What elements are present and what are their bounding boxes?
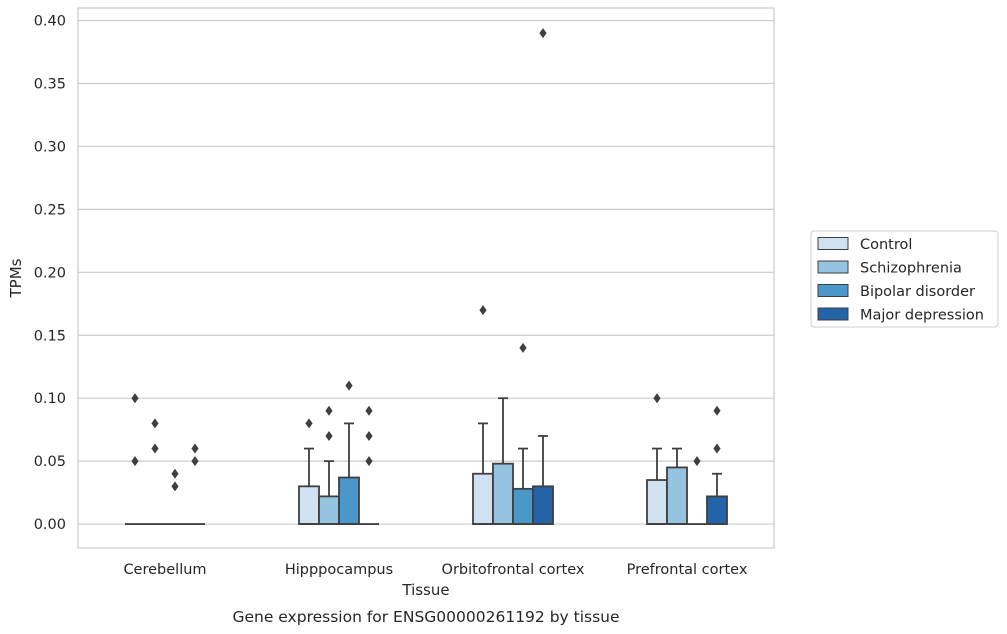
x-axis-ticks: Cerebellum Hipppocampus Orbitofrontal cort… (123, 562, 747, 578)
box-0-2 (165, 468, 185, 525)
y-tick-label: 0.05 (34, 454, 66, 470)
outlier-point (305, 418, 313, 429)
box (532, 485, 554, 525)
plot-area-frame (77, 7, 775, 549)
box-2-2 (512, 342, 534, 525)
x-axis-label: Tissue (401, 581, 449, 599)
box-1-1 (318, 405, 340, 525)
outlier-point (131, 393, 139, 404)
legend-swatch (817, 237, 849, 250)
outlier-point (365, 430, 373, 441)
y-tick-label: 0.10 (34, 391, 66, 407)
box-0-1 (145, 418, 165, 525)
outlier-point (539, 28, 547, 39)
box-1-0 (298, 418, 320, 525)
y-tick-label: 0.35 (34, 77, 66, 93)
box-1-3 (359, 405, 379, 525)
box (318, 495, 340, 525)
outlier-point (151, 418, 159, 429)
x-tick-label: Cerebellum (123, 562, 206, 578)
box (646, 479, 668, 525)
y-axis-label: TPMs (7, 258, 25, 298)
outlier-point (345, 380, 353, 391)
outlier-point (131, 456, 139, 467)
chart-title: Gene expression for ENSG00000261192 by t… (232, 608, 619, 626)
legend-swatch (817, 260, 849, 274)
y-tick-label: 0.40 (34, 14, 66, 30)
y-gridlines (78, 19, 774, 525)
x-tick-label: Prefrontal cortex (627, 562, 748, 578)
legend-label: Control (860, 237, 912, 253)
outlier-point (365, 405, 373, 416)
legend-frame (810, 230, 999, 328)
y-axis-ticks: 0.00 0.05 0.10 0.15 0.20 0.25 0.30 0.35 0.40 (34, 14, 66, 533)
box (512, 487, 534, 525)
legend: Control Schizophrenia Bipolar disorder Majo… (810, 230, 999, 328)
box-3-0 (646, 393, 668, 525)
outlier-point (191, 456, 199, 467)
y-tick-label: 0.30 (34, 139, 66, 155)
legend-label: Schizophrenia (860, 261, 962, 277)
x-tick-label: Hipppocampus (285, 562, 393, 578)
outlier-point (713, 443, 721, 454)
box (472, 472, 494, 525)
box-3-3 (706, 405, 728, 525)
outlier-point (519, 342, 527, 353)
legend-swatch (817, 284, 849, 297)
box-2-0 (472, 305, 494, 525)
box-0-3 (185, 443, 205, 525)
box-2-1 (492, 397, 514, 525)
legend-label: Bipolar disorder (860, 284, 975, 300)
legend-swatch (817, 307, 849, 321)
box (298, 485, 320, 525)
y-tick-label: 0.00 (34, 517, 66, 533)
y-tick-label: 0.20 (34, 265, 66, 281)
box (666, 466, 688, 525)
outlier-point (713, 405, 721, 416)
box (706, 495, 728, 525)
box-3-1 (666, 447, 688, 525)
box (492, 462, 514, 525)
y-tick-label: 0.25 (34, 202, 66, 218)
box (338, 476, 360, 525)
box-2-3 (532, 28, 554, 525)
outlier-point (191, 443, 199, 454)
outlier-point (171, 481, 179, 492)
outlier-point (479, 305, 487, 316)
box-1-2 (338, 380, 360, 525)
box-3-2 (687, 456, 707, 525)
x-tick-label: Orbitofrontal cortex (442, 562, 585, 578)
box-0-0 (125, 393, 145, 525)
outlier-point (151, 443, 159, 454)
outlier-point (693, 456, 701, 467)
y-tick-label: 0.15 (34, 328, 66, 344)
outlier-point (653, 393, 661, 404)
outlier-point (171, 468, 179, 479)
box-plot-marks (125, 28, 728, 525)
outlier-point (325, 405, 333, 416)
legend-label: Major depression (860, 308, 984, 324)
outlier-point (365, 456, 373, 467)
outlier-point (325, 430, 333, 441)
